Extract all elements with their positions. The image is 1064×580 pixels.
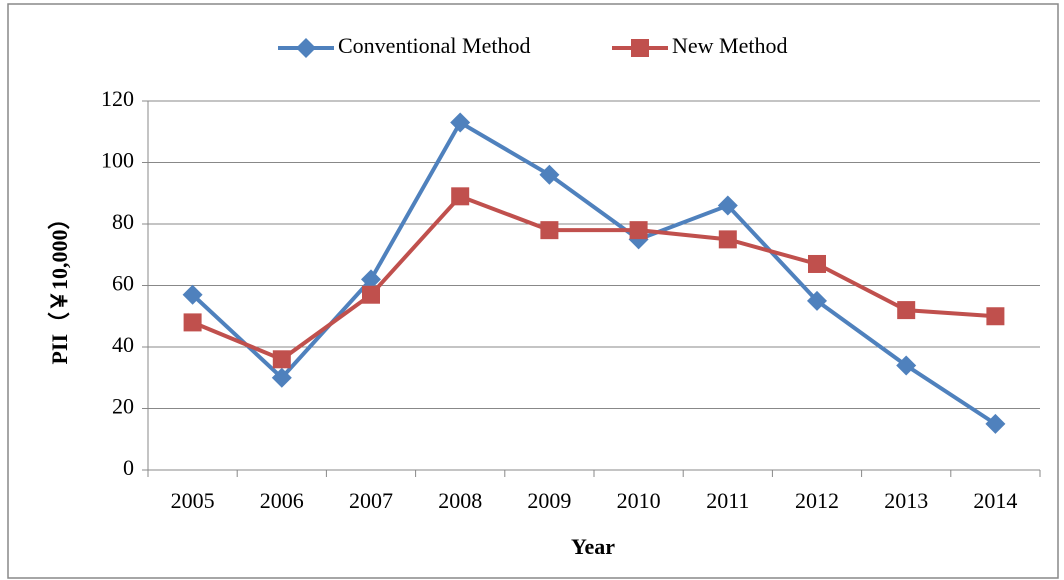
series-line <box>191 193 996 362</box>
y-tick-label: 0 <box>123 455 134 480</box>
data-point <box>629 221 648 240</box>
x-axis-title: Year <box>571 534 615 559</box>
data-point <box>897 301 916 320</box>
x-tick-label: 2011 <box>706 488 749 513</box>
data-point <box>361 269 381 290</box>
y-tick-label: 100 <box>101 148 134 173</box>
data-point <box>717 195 738 216</box>
data-point <box>896 355 917 376</box>
data-point <box>450 112 471 133</box>
x-tick-label: 2010 <box>617 488 661 513</box>
data-point <box>985 413 1006 434</box>
y-tick-label: 60 <box>112 271 134 296</box>
data-point <box>271 367 292 388</box>
x-tick-label: 2008 <box>438 488 482 513</box>
y-tick-label: 20 <box>112 394 134 419</box>
x-tick-label: 2007 <box>349 488 393 513</box>
legend-label: New Method <box>672 33 787 58</box>
data-point <box>808 254 826 273</box>
data-point <box>540 221 559 240</box>
chart-frame <box>7 3 1059 579</box>
data-point <box>362 285 380 304</box>
data-point <box>182 284 203 305</box>
data-point <box>272 350 291 369</box>
y-axis-title: PII（￥10,000） <box>47 207 72 364</box>
x-tick-label: 2005 <box>171 488 215 513</box>
data-point <box>183 313 202 332</box>
x-tick-label: 2013 <box>884 488 928 513</box>
x-tick-label: 2006 <box>260 488 304 513</box>
legend-marker <box>296 38 316 58</box>
data-point <box>539 164 560 185</box>
y-tick-label: 80 <box>112 209 134 234</box>
y-tick-label: 40 <box>112 332 134 357</box>
y-tick-label: 120 <box>101 86 134 111</box>
x-tick-label: 2009 <box>527 488 571 513</box>
data-point <box>807 290 827 311</box>
data-point <box>986 307 1005 326</box>
legend-marker <box>631 39 649 57</box>
legend-label: Conventional Method <box>338 33 530 58</box>
x-tick-label: 2014 <box>973 488 1017 513</box>
data-point <box>718 230 737 249</box>
x-tick-label: 2012 <box>795 488 839 513</box>
data-point <box>451 187 470 206</box>
